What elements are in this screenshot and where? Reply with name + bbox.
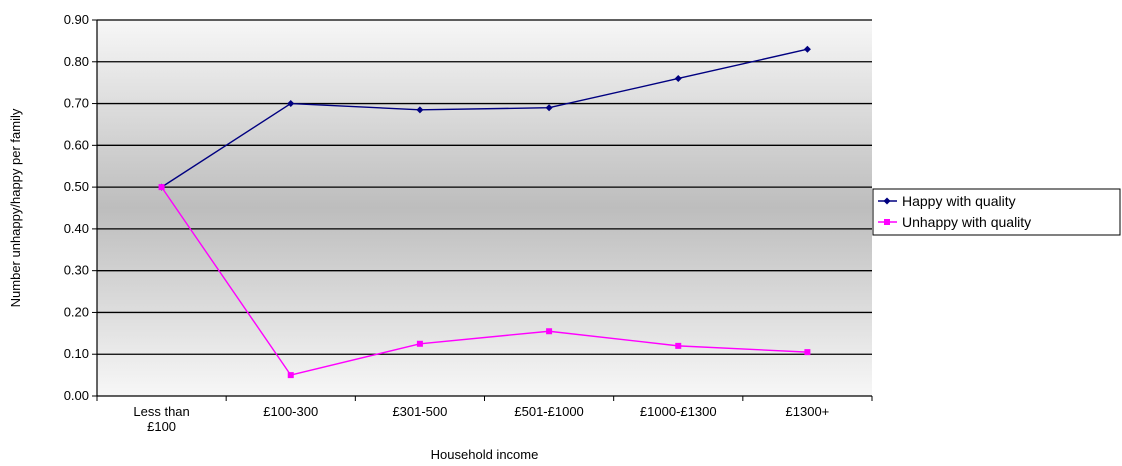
x-tick-label-line: £301-500 [392, 404, 447, 419]
y-tick-label: 0.50 [64, 179, 89, 194]
y-tick-label: 0.10 [64, 346, 89, 361]
data-point [416, 106, 424, 114]
y-tick-label: 0.40 [64, 221, 89, 236]
plot-area [97, 20, 872, 396]
x-tick-label: £1000-£1300 [640, 404, 717, 419]
data-point [674, 74, 682, 82]
x-tick-label-line: £501-£1000 [514, 404, 583, 419]
y-tick-label: 0.00 [64, 388, 89, 403]
y-tick-label: 0.60 [64, 137, 89, 152]
x-tick-label: £100-300 [263, 404, 318, 419]
legend-marker [883, 197, 891, 205]
series-line [161, 186, 808, 376]
legend-label: Unhappy with quality [902, 214, 1031, 230]
data-point [416, 340, 423, 347]
y-axis-title: Number unhappy/happy per family [8, 108, 23, 307]
legend-box [872, 188, 1121, 236]
y-tick-label: 0.20 [64, 304, 89, 319]
series-line [161, 48, 808, 188]
data-point [287, 100, 295, 108]
x-tick-label-line: £1000-£1300 [640, 404, 717, 419]
data-point [804, 349, 811, 356]
data-point [545, 104, 553, 112]
y-tick-label: 0.30 [64, 263, 89, 278]
legend-marker [884, 219, 890, 225]
legend-label: Happy with quality [902, 193, 1016, 209]
data-point [803, 45, 811, 53]
x-tick-label-line: Less than [133, 404, 189, 419]
y-tick-label: 0.70 [64, 96, 89, 111]
x-axis-title: Household income [431, 447, 539, 462]
y-tick-label: 0.80 [64, 54, 89, 69]
x-tick-label-line: £100 [147, 419, 176, 434]
data-point [287, 372, 294, 379]
data-point [546, 328, 553, 335]
x-tick-label: £301-500 [392, 404, 447, 419]
data-point [158, 184, 165, 191]
x-tick-label: Less than £100 [133, 404, 189, 434]
y-tick-label: 0.90 [64, 12, 89, 27]
data-point [675, 342, 682, 349]
x-tick-label-line: £1300+ [786, 404, 830, 419]
x-tick-label: £501-£1000 [514, 404, 583, 419]
x-tick-label: £1300+ [786, 404, 830, 419]
x-tick-label-line: £100-300 [263, 404, 318, 419]
